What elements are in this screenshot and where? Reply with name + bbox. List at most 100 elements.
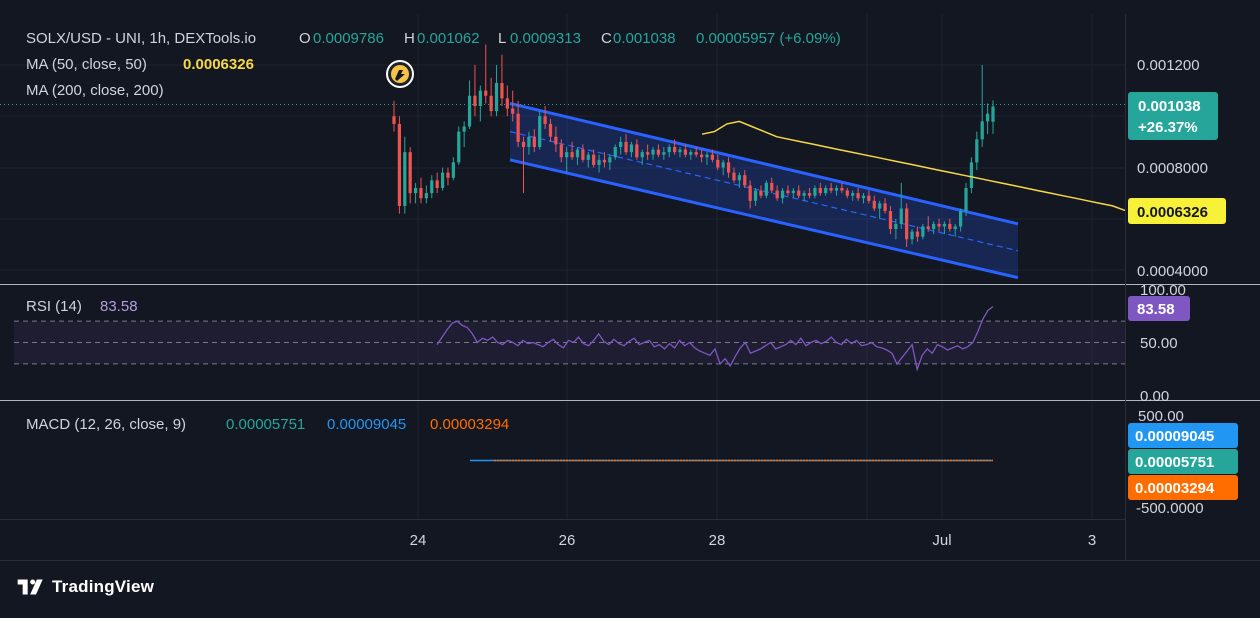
candle-body [807,193,812,196]
candlestick [969,157,974,194]
tradingview-brand-name[interactable]: TradingView [52,577,155,596]
candlestick [592,149,596,168]
candlestick [624,134,628,155]
legend-symbol[interactable]: SOLX/USD - UNI, 1h, DEXTools.io [26,30,256,47]
candle-body [878,203,882,209]
candle-body [484,90,488,96]
grid-layer [0,14,1125,519]
candlestick [608,154,612,171]
candle-body [527,136,531,147]
candle-body [759,190,763,196]
rsi-layer [14,306,1125,372]
rsi-legend-label[interactable]: RSI (14) [26,298,82,315]
candle-body [829,188,833,191]
candle-body [953,226,957,229]
candle-body [780,190,785,199]
candle-body [683,149,688,155]
candlestick [559,139,563,163]
candlestick [985,103,990,135]
candlestick [403,136,407,214]
candlestick [392,100,396,132]
candle-body [813,188,817,196]
candlestick [651,147,655,160]
candle-layer[interactable] [392,44,995,247]
candlestick [861,193,866,204]
candle-body [457,131,461,163]
candlestick [716,154,720,171]
candle-body [511,108,515,114]
candle-body [705,154,709,158]
candle-body [430,180,434,194]
candle-body [516,113,520,142]
candlestick [840,182,844,194]
candlestick [710,149,715,163]
candlestick [915,226,920,242]
candlestick [446,167,450,186]
event-marker-icon[interactable] [386,60,414,88]
candle-body [651,149,655,155]
candle-body [440,172,445,188]
candlestick [953,223,957,237]
candle-body [932,223,936,229]
candlestick [829,182,833,194]
tradingview-logo-icon[interactable] [16,577,46,597]
candle-body [538,116,542,147]
candlestick [797,185,801,199]
candlestick [635,139,639,160]
price-tick-label: 0.001200 [1137,57,1200,74]
ma50-price-tag-value: 0.0006326 [1137,204,1208,221]
candle-body [867,195,871,201]
price-tick-label: 0.0008000 [1137,160,1208,177]
candlestick [964,182,968,217]
price-axis[interactable]: 0.001200 0.0008000 0.0004000 [1137,57,1208,280]
legend-low-label: L [498,30,506,47]
macd-legend-macd: 0.00009045 [327,416,406,433]
rsi-value-tag-text: 83.58 [1137,301,1175,318]
candlestick [565,147,569,173]
candle-body [597,159,601,165]
candlestick [845,188,849,199]
macd-blue-tag: 0.00009045 [1128,423,1238,448]
candlestick [699,149,704,163]
macd-legend-label[interactable]: MACD (12, 26, close, 9) [26,416,186,433]
candle-body [802,193,806,196]
candle-body [743,175,747,186]
legend-ma200-label[interactable]: MA (200, close, 200) [26,82,164,99]
candle-body [570,152,574,158]
candle-body [894,223,898,229]
macd-green-tag-text: 0.00005751 [1135,454,1214,471]
candle-body [726,162,731,173]
candlestick [705,152,709,165]
candle-body [721,162,725,168]
candle-body [921,226,925,237]
candlestick [678,147,682,158]
candle-body [489,95,493,112]
candle-body [478,90,482,106]
legend-high-value: 0.001062 [417,30,480,47]
candle-body [446,172,450,178]
candle-body [581,149,585,160]
macd-tick-label: 500.00 [1138,408,1184,425]
macd-blue-tag-text: 0.00009045 [1135,428,1214,445]
candlestick [780,188,785,204]
legend-change: 0.00005957 (+6.09%) [696,30,841,47]
candle-body [662,152,666,155]
time-tick-label: 24 [410,532,427,549]
candle-body [948,223,952,229]
candle-body [791,190,795,194]
time-axis[interactable]: 24 26 28 Jul 3 [410,532,1097,549]
legend-ma50-label[interactable]: MA (50, close, 50) [26,56,147,73]
rsi-axis[interactable]: 100.00 50.00 0.00 [1140,282,1186,405]
legend-close-value: 0.001038 [613,30,676,47]
candle-body [532,136,536,147]
macd-axis[interactable]: 500.00 -500.0000 [1136,408,1204,517]
candle-body [737,175,741,181]
candlestick [575,147,580,165]
candlestick [440,167,445,191]
candle-body [565,152,569,158]
candlestick [629,141,634,158]
candlestick [543,106,547,130]
candlestick [489,77,493,117]
ma-layer [701,120,1126,212]
